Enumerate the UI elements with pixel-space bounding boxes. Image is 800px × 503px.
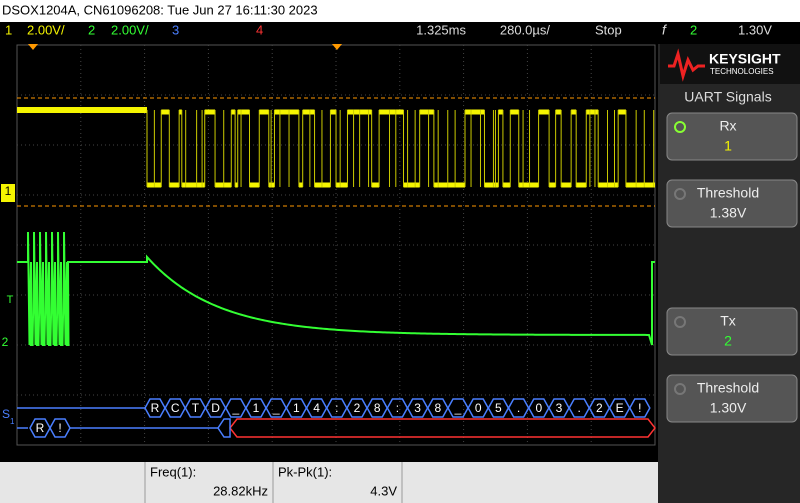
bus-index: 1: [10, 417, 15, 426]
decode-byte: :: [396, 401, 399, 415]
trigger-source: 2: [690, 22, 697, 37]
header-bar: [0, 0, 800, 22]
decode-byte: _: [272, 401, 280, 415]
logo-mark: [668, 48, 705, 82]
bus-marker: S: [2, 407, 10, 421]
measurement-value: 28.82kHz: [213, 483, 268, 498]
decode-byte: 2: [596, 401, 603, 415]
ch1-scale: 2.00V/: [27, 22, 65, 37]
decode-byte: C: [171, 401, 180, 415]
softkey-label: Threshold: [697, 380, 759, 396]
ch3-label: 3: [172, 22, 179, 37]
delay-marker: [332, 44, 342, 50]
decode-packet: [49, 418, 71, 438]
bus-frame: [217, 418, 231, 438]
ch2-marker: 2: [2, 335, 9, 349]
ch1-marker: [1, 184, 15, 202]
ch1-marker-label: 1: [5, 184, 12, 198]
trigger-time-marker: [28, 44, 38, 50]
decode-byte: 8: [434, 401, 441, 415]
knob-icon: [674, 316, 686, 328]
softkey-label: Rx: [719, 118, 736, 134]
decode-packet: [628, 398, 651, 418]
softkey-value: 1.30V: [710, 400, 747, 416]
decode-byte: 2: [354, 401, 361, 415]
decode-byte: R: [36, 421, 45, 435]
graticule: [17, 45, 655, 445]
decode-byte: 0: [475, 401, 482, 415]
error-frame: [229, 418, 656, 438]
softkeys: Rx 1 Threshold 1.38V Tx 2 Threshold 1.30V: [666, 112, 798, 423]
decode-byte: .: [578, 401, 581, 415]
decode-byte: 1: [253, 401, 260, 415]
header-title: DSOX1204A, CN61096208: Tue Jun 27 16:11:…: [2, 2, 318, 17]
knob-icon: [674, 383, 686, 395]
decode-byte: T: [192, 401, 200, 415]
decode-byte: 0: [535, 401, 542, 415]
trigger-marker: T: [7, 294, 14, 306]
decode-byte: 5: [495, 401, 502, 415]
knob-icon: [674, 121, 686, 133]
decode-byte: :: [335, 401, 338, 415]
logo-name: KEYSIGHT: [709, 51, 781, 67]
ch2-trace: [17, 231, 655, 346]
decode-rows: R C T D _ 1 _ 1 4:2 8:3 8 _ 0 5. 0 3. 2 E !R!: [17, 398, 656, 438]
waveforms: [17, 107, 655, 346]
run-status: Stop: [595, 22, 622, 37]
softkey-value: 2: [724, 333, 732, 349]
knob-icon: [674, 188, 686, 200]
trigger-level: 1.30V: [738, 22, 772, 37]
menu-title: UART Signals: [684, 89, 771, 105]
decode-byte: 8: [374, 401, 381, 415]
decode-byte: E: [616, 401, 624, 415]
ch4-label: 4: [256, 22, 263, 37]
softkey: [666, 374, 798, 423]
measurement-value: 4.3V: [370, 483, 397, 498]
measurement-label: Freq(1):: [150, 464, 196, 479]
decode-byte: !: [58, 421, 61, 435]
softkey: [666, 112, 798, 161]
ch1-label: 1: [5, 22, 12, 37]
decode-byte: !: [638, 401, 641, 415]
decode-byte: R: [151, 401, 160, 415]
decode-byte: 4: [313, 401, 320, 415]
ch2-scale: 2.00V/: [111, 22, 149, 37]
softkey-label: Tx: [720, 313, 736, 329]
measurement-label: Pk-Pk(1):: [278, 464, 332, 479]
softkey-value: 1: [724, 138, 732, 154]
decode-byte: _: [231, 401, 239, 415]
delay: 1.325ms: [416, 22, 466, 37]
softkey-value: 1.38V: [710, 205, 747, 221]
softkey: [666, 179, 798, 228]
trigger-icon: f: [662, 22, 668, 38]
ch2-label: 2: [88, 22, 95, 37]
measurement-bar: [0, 462, 658, 503]
decode-byte: D: [211, 401, 220, 415]
logo-sub: TECHNOLOGIES: [710, 67, 774, 76]
decode-byte: .: [517, 401, 520, 415]
softkey: [666, 307, 798, 356]
decode-byte: 1: [293, 401, 300, 415]
decode-byte: 3: [556, 401, 563, 415]
decode-byte: 3: [414, 401, 421, 415]
softkey-label: Threshold: [697, 185, 759, 201]
timebase: 280.0µs/: [500, 22, 551, 37]
decode-byte: _: [454, 401, 462, 415]
